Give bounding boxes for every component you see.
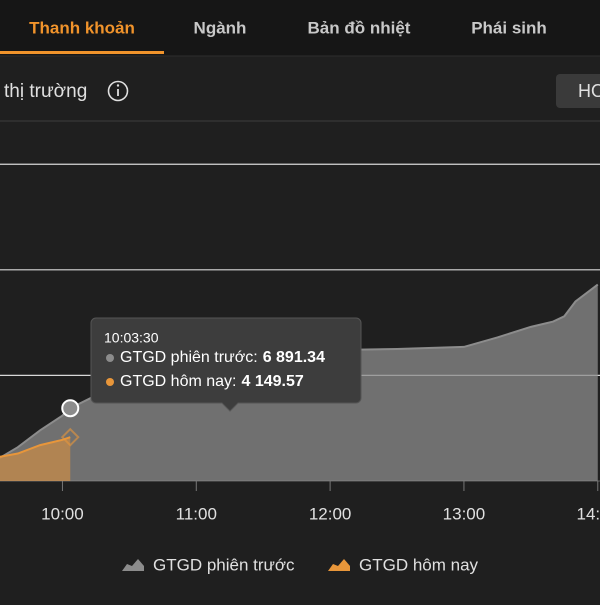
tooltip-row: GTGD phiên trước: 6 891.34 bbox=[120, 349, 325, 366]
x-tick-label: 11:00 bbox=[176, 504, 217, 523]
active-tab-underline bbox=[0, 51, 164, 54]
tab-bar bbox=[0, 0, 600, 56]
tooltip-value: 4 149.57 bbox=[241, 373, 303, 390]
x-tick-label: 13:00 bbox=[443, 504, 486, 523]
info-icon[interactable] bbox=[107, 80, 129, 102]
tab[interactable]: Phái sinh bbox=[471, 18, 547, 37]
legend-label[interactable]: GTGD phiên trước bbox=[153, 555, 295, 574]
hover-marker bbox=[60, 427, 80, 447]
tab[interactable]: Ngành bbox=[194, 18, 247, 37]
area-fill bbox=[0, 437, 71, 481]
section-title: thị trường bbox=[4, 81, 87, 102]
x-tick-label: 10:00 bbox=[41, 504, 84, 523]
legend-icon bbox=[122, 559, 144, 571]
tooltip-row: GTGD hôm nay: 4 149.57 bbox=[120, 373, 304, 390]
tooltip-box bbox=[90, 317, 362, 412]
tooltip: 10:03:30 GTGD phiên trước: 6 891.34 GTGD hô… bbox=[90, 317, 362, 412]
tooltip-value: 6 891.34 bbox=[263, 349, 325, 366]
tooltip-bullet bbox=[106, 354, 114, 362]
x-tick-label: 14:00 bbox=[576, 504, 600, 523]
legend-icon bbox=[328, 559, 350, 571]
exchange-button-label[interactable]: HO bbox=[578, 81, 600, 101]
tooltip-time: 10:03:30 bbox=[104, 330, 159, 346]
legend-label[interactable]: GTGD hôm nay bbox=[359, 555, 479, 574]
hover-marker bbox=[61, 399, 80, 418]
exchange-button[interactable] bbox=[556, 74, 600, 108]
x-tick-label: 12:00 bbox=[309, 504, 352, 523]
tab[interactable]: Bản đồ nhiệt bbox=[308, 18, 411, 37]
tooltip-label: GTGD phiên trước: bbox=[120, 349, 258, 366]
tooltip-bullet bbox=[106, 378, 114, 386]
tab[interactable]: Thanh khoản bbox=[29, 18, 135, 37]
tooltip-label: GTGD hôm nay: bbox=[120, 373, 236, 390]
